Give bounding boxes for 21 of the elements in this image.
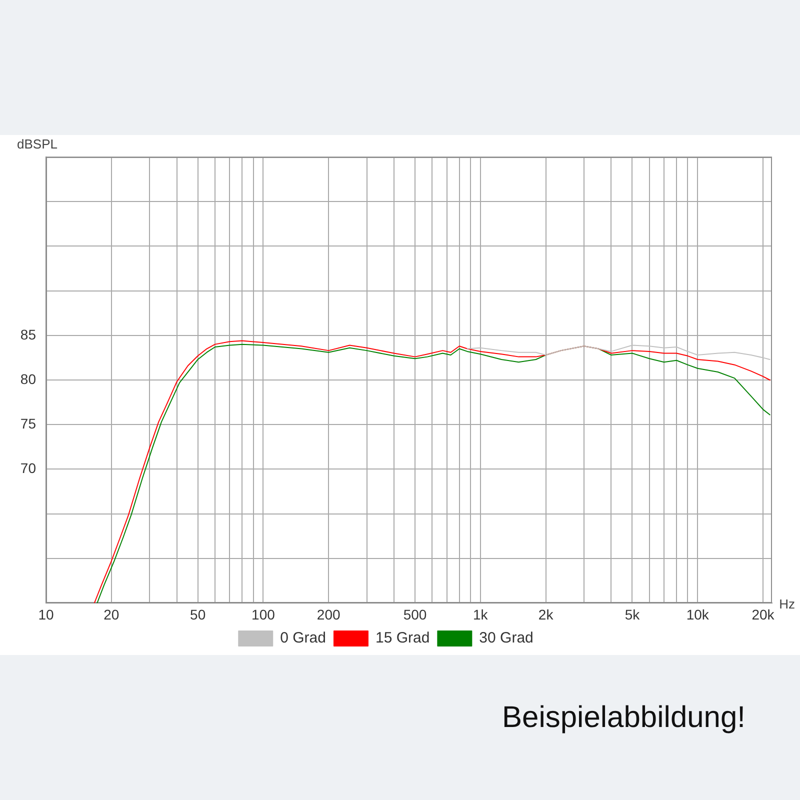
- y-tick-label: 70: [20, 460, 36, 476]
- x-tick-label: 2k: [538, 606, 554, 622]
- x-tick-label: 500: [403, 606, 427, 622]
- x-tick-label: 10k: [686, 606, 710, 622]
- x-tick-label: 10: [38, 606, 54, 622]
- y-tick-label: 80: [20, 370, 36, 387]
- x-tick-label: 100: [252, 606, 276, 622]
- y-tick-label: 85: [20, 326, 36, 342]
- legend-label: 15 Grad: [375, 630, 430, 647]
- x-tick-label: 20: [104, 606, 120, 622]
- x-axis-title: Hz: [779, 596, 795, 612]
- x-tick-label: 5k: [624, 606, 641, 622]
- y-axis-title: dBSPL: [17, 136, 58, 152]
- x-tick-label: 50: [190, 606, 206, 622]
- legend-label: 30 Grad: [479, 630, 534, 647]
- x-tick-label: 20k: [752, 606, 776, 622]
- x-tick-label: 200: [316, 606, 340, 622]
- x-tick-label: 1k: [473, 606, 489, 622]
- legend-label: 0 Grad: [280, 630, 326, 647]
- text: Beispielabbildung!: [502, 700, 746, 736]
- y-tick-label: 75: [20, 415, 36, 432]
